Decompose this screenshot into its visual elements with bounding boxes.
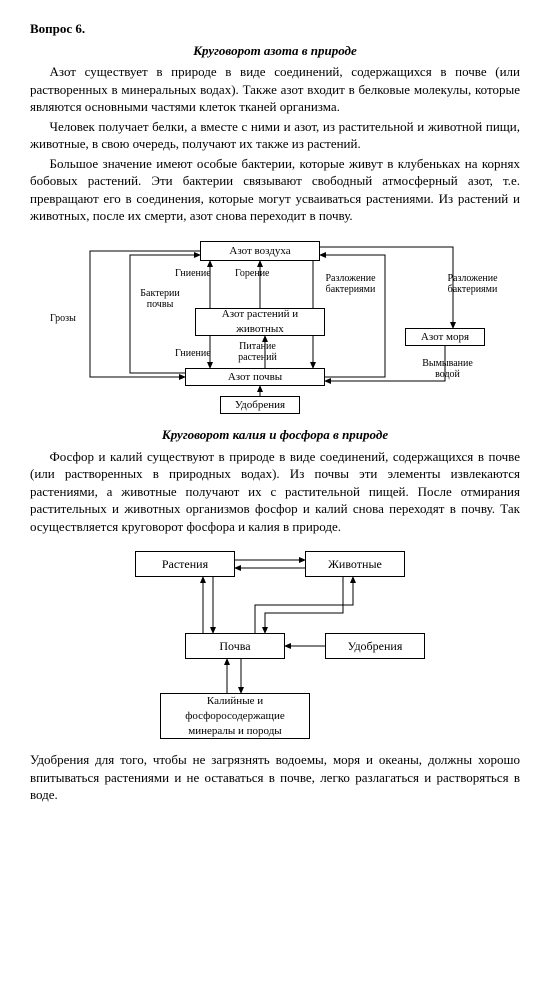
box-sea: Азот моря bbox=[405, 328, 485, 346]
lbl-gnienie2: Гниение bbox=[175, 348, 211, 359]
box-air: Азот воздуха bbox=[200, 241, 320, 261]
lbl-razloz1: Разложение бактериями bbox=[318, 273, 383, 295]
box-plant: Азот растений и животных bbox=[195, 308, 325, 336]
paragraph-4: Фосфор и калий существуют в природе в ви… bbox=[30, 448, 520, 536]
box-udob: Удобрения bbox=[325, 633, 425, 659]
title-2: Круговорот калия и фосфора в природе bbox=[30, 426, 520, 444]
box-pochva: Почва bbox=[185, 633, 285, 659]
title-1: Круговорот азота в природе bbox=[30, 42, 520, 60]
paragraph-1: Азот существует в природе в виде соедине… bbox=[30, 63, 520, 116]
box-zhiv: Животные bbox=[305, 551, 405, 577]
paragraph-5: Удобрения для того, чтобы не загрязнять … bbox=[30, 751, 520, 804]
lbl-grozy: Грозы bbox=[50, 313, 76, 324]
box-fert: Удобрения bbox=[220, 396, 300, 414]
lbl-razloz2: Разложение бактериями bbox=[440, 273, 505, 295]
kp-cycle-diagram: Растения Животные Почва Удобрения Калийн… bbox=[95, 543, 455, 743]
lbl-gnienie1: Гниение bbox=[175, 268, 211, 279]
paragraph-2: Человек получает белки, а вместе с ними … bbox=[30, 118, 520, 153]
lbl-bakterii: Бактерии почвы bbox=[135, 288, 185, 310]
box-miner: Калийные и фосфоросодержащие минералы и … bbox=[160, 693, 310, 739]
lbl-pitanie: Питание растений bbox=[230, 341, 285, 363]
lbl-gorenie: Горение bbox=[235, 268, 269, 279]
paragraph-3: Большое значение имеют особые бактерии, … bbox=[30, 155, 520, 225]
box-rast: Растения bbox=[135, 551, 235, 577]
question-label: Вопрос 6. bbox=[30, 20, 520, 38]
lbl-vymyv: Вымывание водой bbox=[415, 358, 480, 380]
box-soil: Азот почвы bbox=[185, 368, 325, 386]
nitrogen-cycle-diagram: Азот воздуха Азот растений и животных Аз… bbox=[45, 233, 505, 418]
